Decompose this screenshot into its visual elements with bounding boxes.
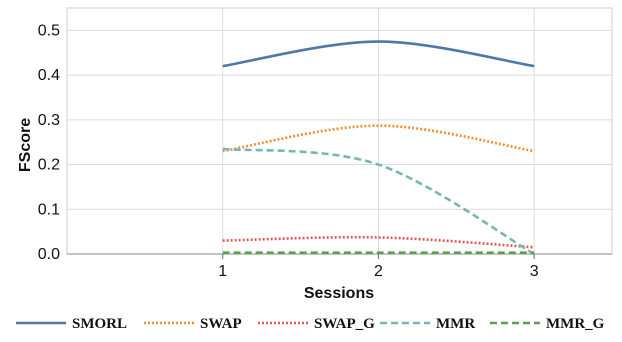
- x-axis-ticks: 1 2 3: [218, 254, 539, 280]
- y-tick-label: 0.1: [38, 201, 60, 218]
- legend-label: SWAP_G: [314, 316, 375, 332]
- y-tick-label: 0.2: [38, 157, 60, 174]
- series-line-swap-g: [222, 235, 535, 249]
- y-axis-title: FScore: [17, 118, 34, 172]
- series-layer: [222, 40, 535, 256]
- y-axis-ticks: 0.0 0.1 0.2 0.3 0.4 0.5: [38, 22, 60, 263]
- x-tick-label: 2: [374, 263, 383, 280]
- y-tick-label: 0.3: [38, 112, 60, 129]
- y-tick-label: 0.5: [38, 22, 60, 39]
- legend-label: SMORL: [72, 316, 127, 332]
- plot-frame: [66, 7, 613, 255]
- legend-label: MMR_G: [546, 316, 605, 332]
- y-tick-label: 0.0: [38, 246, 60, 263]
- series-line-swap: [222, 124, 535, 153]
- legend-label: SWAP: [200, 316, 242, 332]
- legend: SMORL SWAP SWAP_G MMR MMR_G: [16, 316, 605, 332]
- x-tick-label: 1: [218, 263, 227, 280]
- legend-label: MMR: [436, 316, 475, 332]
- x-axis-title: Sessions: [304, 285, 374, 302]
- x-tick-label: 3: [530, 263, 539, 280]
- series-line-smorl: [222, 40, 535, 68]
- series-line-mmr: [222, 147, 535, 256]
- y-tick-label: 0.4: [38, 67, 60, 84]
